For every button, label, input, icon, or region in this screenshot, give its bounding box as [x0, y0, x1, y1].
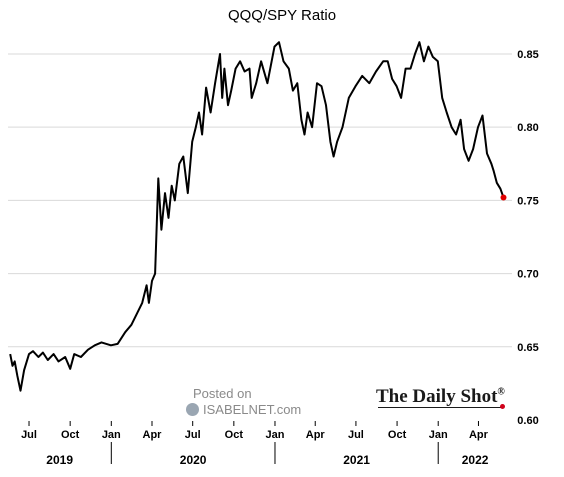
x-tick-label: Jan: [265, 429, 284, 441]
y-tick-labels: 0.60 0.65 0.70 0.75 0.80 0.85: [517, 49, 538, 427]
x-tick-label: Jan: [102, 429, 121, 441]
x-tick-label: Apr: [306, 429, 326, 441]
y-tick-label: 0.60: [517, 415, 538, 427]
year-label: 2021: [343, 453, 370, 467]
x-tick-label: Jul: [185, 429, 201, 441]
x-tick-label: Jul: [348, 429, 364, 441]
daily-shot-text: The Daily Shot: [376, 386, 498, 407]
year-label: 2020: [180, 453, 207, 467]
x-tick-label: Oct: [225, 429, 244, 441]
last-value-marker: [500, 194, 507, 201]
watermark-site-text: ISABELNET.com: [203, 402, 302, 417]
x-tick-label: Oct: [61, 429, 80, 441]
y-tick-label: 0.75: [517, 195, 538, 207]
brand-underline: [378, 407, 502, 408]
x-axis: Jul Oct Jan Apr Jul Oct Jan Apr Jul Oct Jan Apr 2019…: [21, 421, 489, 467]
watermark-site: ISABELNET.com: [186, 402, 301, 417]
x-tick-label: Jul: [21, 429, 37, 441]
x-tick-label: Apr: [143, 429, 163, 441]
y-tick-label: 0.80: [517, 122, 538, 134]
daily-shot-brand: The Daily Shot®: [376, 386, 505, 408]
year-label: 2022: [462, 453, 489, 467]
y-tick-label: 0.85: [517, 49, 538, 61]
x-tick-label: Apr: [469, 429, 489, 441]
brand-red-dot: [500, 404, 505, 409]
y-gridlines: [8, 53, 512, 348]
ratio-series-line: [9, 41, 505, 392]
registered-mark: ®: [497, 386, 505, 398]
isabelnet-logo-icon: [186, 403, 199, 416]
x-tick-label: Oct: [388, 429, 407, 441]
x-tick-label: Jan: [429, 429, 448, 441]
y-tick-label: 0.65: [517, 342, 538, 354]
y-tick-label: 0.70: [517, 269, 538, 281]
year-label: 2019: [46, 453, 73, 467]
chart-title: QQQ/SPY Ratio: [228, 7, 336, 24]
watermark-posted-on: Posted on: [193, 386, 252, 401]
